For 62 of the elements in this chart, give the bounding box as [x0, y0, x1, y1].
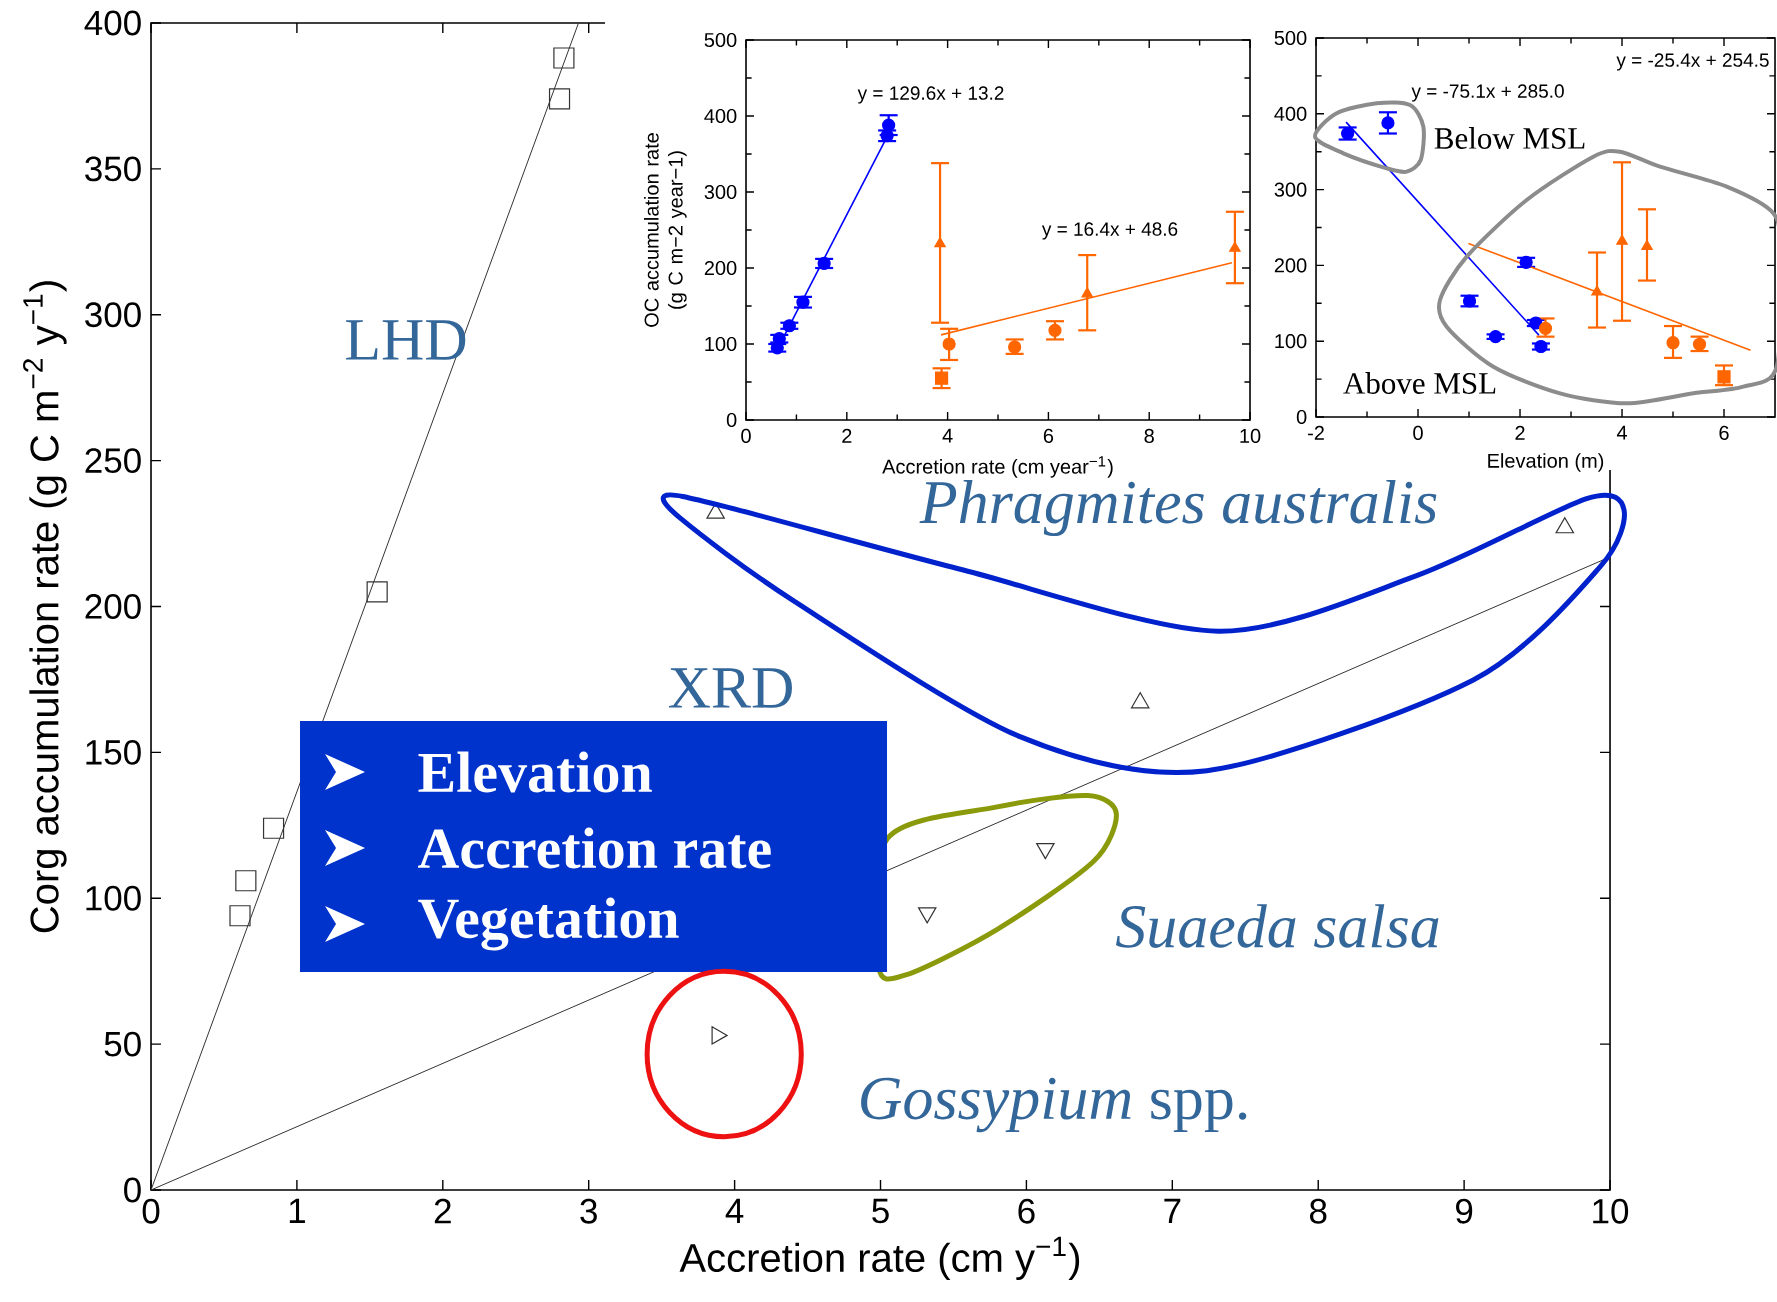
x-tick-label: 2	[1515, 425, 1525, 440]
y-tick-label: 200	[85, 594, 141, 619]
y-tick-label: 50	[104, 1031, 141, 1057]
annotation: Vegetation	[418, 897, 679, 951]
x-tick-label: 5	[872, 1198, 889, 1224]
y-tick-label: 400	[704, 108, 737, 124]
annotation: Above MSL	[1343, 372, 1496, 394]
annotation: y = 16.4x + 48.6	[1041, 222, 1178, 240]
annotation: Gossypium spp.	[861, 1077, 1247, 1133]
x-tick-label: 0	[741, 428, 751, 443]
x-tick-label: 0	[1413, 425, 1423, 440]
y-axis-title: Corg accumulation rate (g C m$^{−2}$ y$^{−1}$)	[23, 281, 67, 933]
x-tick-label: 6	[1719, 425, 1729, 440]
annotation: Accretion rate	[418, 827, 771, 869]
x-tick-label: 2	[434, 1198, 451, 1224]
x-tick-label: 8	[1144, 428, 1154, 443]
annotation: Below MSL	[1434, 127, 1585, 149]
y-tick-label: 100	[1275, 334, 1307, 349]
annotation: LHD	[346, 320, 466, 360]
x-axis-title: Accretion rate (cm y$^{−1}$)	[679, 1236, 1080, 1281]
x-tick-label: 0	[142, 1198, 160, 1224]
x-axis-title: Accretion rate (cm year$^{−1}$)	[882, 456, 1113, 478]
y-axis-title: OC accumulation rate (g C m−2 year−1)	[643, 133, 687, 327]
annotation: y = -25.4x + 254.5	[1616, 53, 1769, 71]
x-tick-label: 6	[1043, 428, 1054, 443]
x-tick-label: 8	[1310, 1198, 1327, 1224]
x-tick-label: 10	[1240, 428, 1261, 443]
y-tick-label: 250	[85, 448, 141, 474]
y-tick-label: 0	[124, 1177, 141, 1203]
x-tick-label: -2	[1308, 425, 1324, 440]
y-tick-label: 150	[86, 739, 141, 765]
x-tick-label: 4	[942, 428, 953, 443]
y-tick-label: 300	[85, 302, 141, 328]
x-tick-label: 1	[289, 1198, 305, 1223]
y-tick-label: 500	[1274, 30, 1307, 46]
x-tick-label: 4	[1616, 425, 1627, 440]
x-axis-title: Elevation (m)	[1488, 453, 1604, 472]
y-tick-label: 0	[726, 412, 737, 428]
x-tick-label: 7	[1164, 1198, 1181, 1223]
y-tick-label: 100	[86, 885, 141, 911]
annotation: Phragmites australis	[919, 479, 1437, 537]
y-tick-label: 0	[1296, 409, 1307, 425]
x-tick-label: 9	[1456, 1198, 1473, 1224]
annotation: XRD	[669, 668, 792, 708]
annotation: y = -75.1x + 285.0	[1411, 84, 1564, 102]
y-tick-label: 100	[705, 336, 737, 352]
annotation: Elevation	[418, 751, 652, 793]
x-tick-label: 6	[1018, 1198, 1035, 1224]
x-tick-label: 10	[1593, 1198, 1629, 1224]
annotation: Suaeda salsa	[1116, 904, 1439, 948]
y-tick-label: 300	[704, 184, 737, 200]
y-tick-label: 400	[84, 10, 141, 36]
y-tick-label: 500	[704, 32, 737, 48]
y-tick-label: 200	[704, 260, 737, 276]
y-tick-label: 300	[1274, 182, 1307, 197]
x-tick-label: 2	[842, 428, 852, 443]
y-tick-label: 200	[1274, 258, 1307, 273]
x-tick-label: 4	[725, 1198, 744, 1223]
y-tick-label: 400	[1274, 106, 1307, 121]
x-tick-label: 3	[580, 1198, 597, 1224]
annotation: y = 129.6x + 13.2	[857, 86, 1004, 104]
y-tick-label: 350	[85, 156, 141, 182]
